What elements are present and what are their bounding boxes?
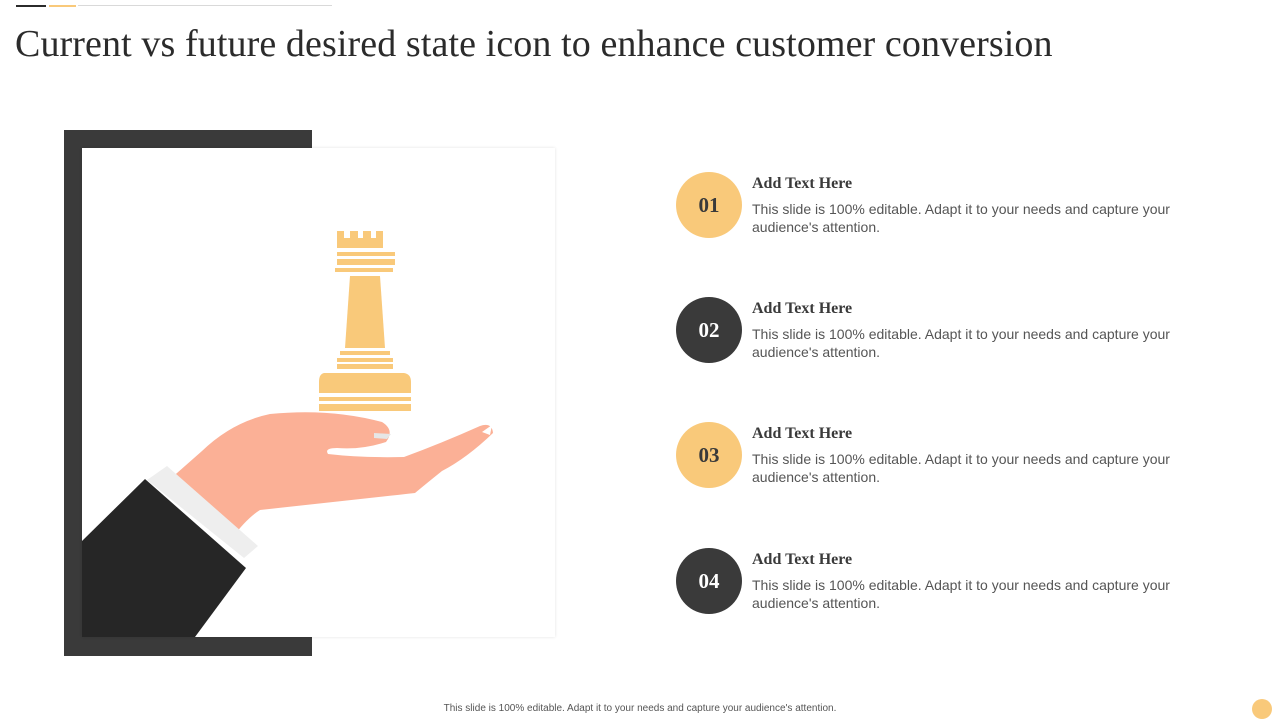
item-description: This slide is 100% editable. Adapt it to… [752, 326, 1170, 360]
item-heading: Add Text Here [752, 175, 853, 192]
accent-line-yellow [49, 5, 76, 7]
step-number-badge: 04 [676, 548, 742, 614]
footer-note: This slide is 100% editable. Adapt it to… [443, 703, 837, 714]
accent-line-grey [78, 5, 332, 6]
item-description: This slide is 100% editable. Adapt it to… [752, 451, 1170, 485]
corner-dot [1252, 699, 1272, 719]
item-description: This slide is 100% editable. Adapt it to… [752, 577, 1170, 611]
chess-rook-icon [319, 231, 411, 411]
item-heading: Add Text Here [752, 551, 853, 568]
step-number-badge: 01 [676, 172, 742, 238]
image-card [82, 148, 555, 637]
list-item: 02 Add Text Here This slide is 100% edit… [676, 297, 1206, 367]
item-heading: Add Text Here [752, 425, 853, 442]
item-description: This slide is 100% editable. Adapt it to… [752, 201, 1170, 235]
accent-line-dark [16, 5, 46, 7]
step-number-badge: 03 [676, 422, 742, 488]
top-accent-lines [16, 5, 332, 7]
list-item: 01 Add Text Here This slide is 100% edit… [676, 172, 1206, 242]
step-number-badge: 02 [676, 297, 742, 363]
hand-holding-chess-rook-icon [82, 231, 493, 637]
list-item: 04 Add Text Here This slide is 100% edit… [676, 548, 1206, 618]
hand-icon [82, 412, 493, 637]
list-item: 03 Add Text Here This slide is 100% edit… [676, 422, 1206, 492]
page-title: Current vs future desired state icon to … [15, 23, 1053, 65]
item-heading: Add Text Here [752, 300, 853, 317]
